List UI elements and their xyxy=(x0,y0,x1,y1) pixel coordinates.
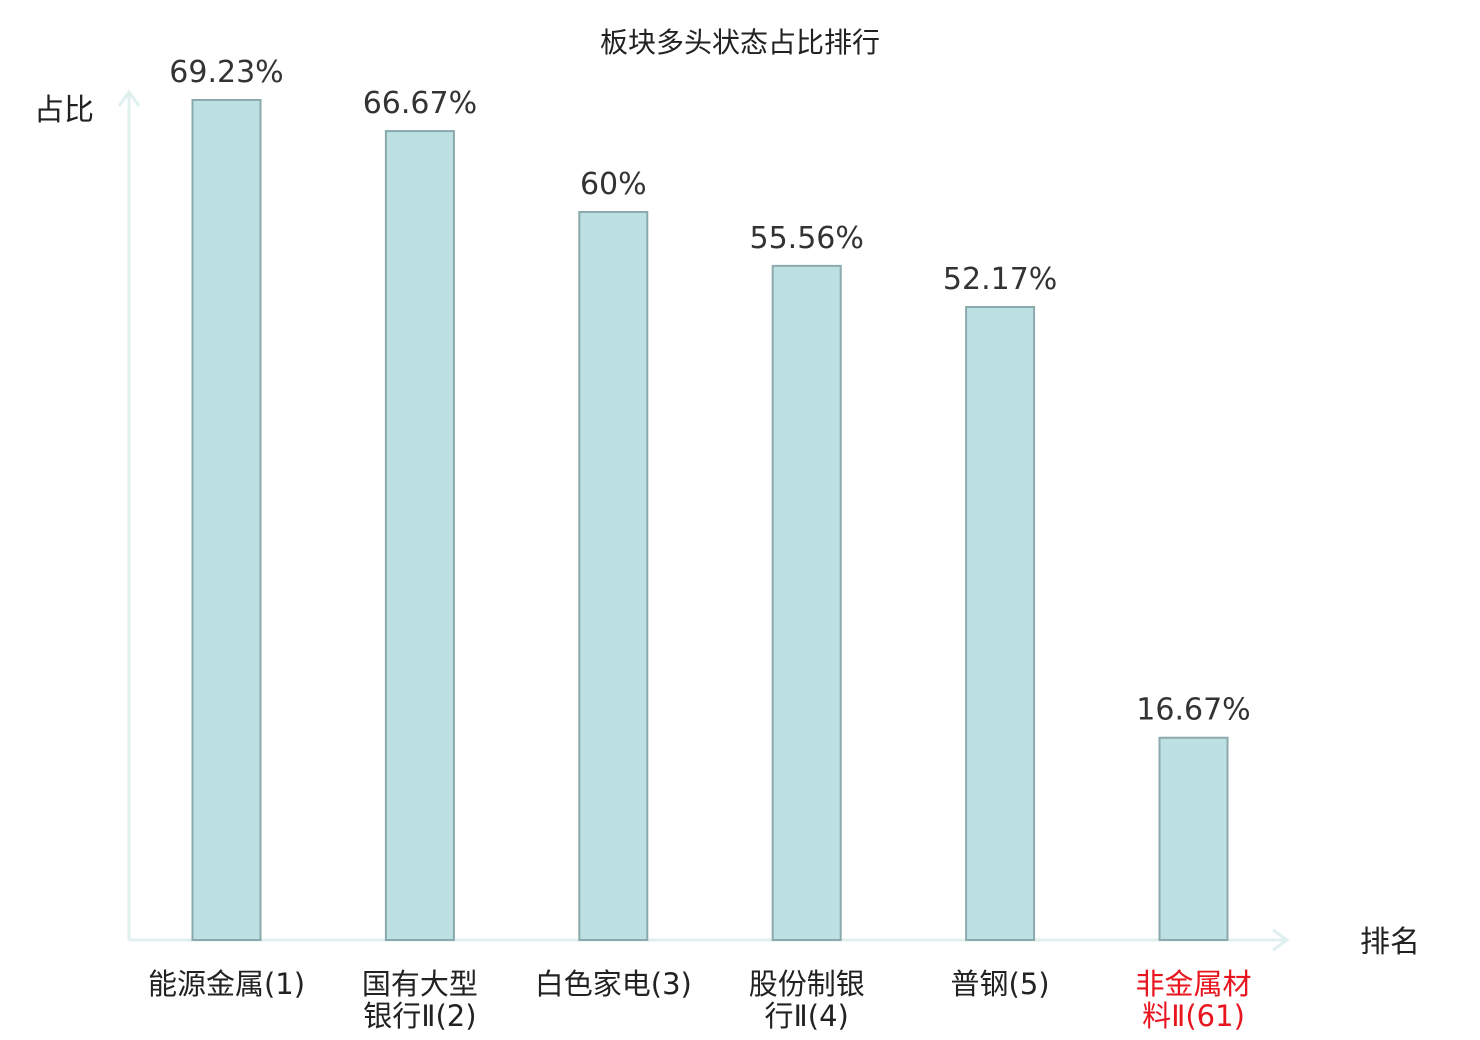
category-label-4: 股份制银行Ⅱ(4) xyxy=(749,967,865,1033)
value-label-1: 69.23% xyxy=(169,55,283,90)
category-label-line: 白色家电(3) xyxy=(535,967,692,1001)
category-label-line: 国有大型 xyxy=(362,967,478,1001)
bar-1 xyxy=(191,99,262,941)
bar-2 xyxy=(384,130,455,941)
category-label-line: 银行Ⅱ(2) xyxy=(363,999,476,1033)
category-label-line: 非金属材 xyxy=(1135,967,1251,1001)
value-label-2: 66.67% xyxy=(363,86,477,121)
bar-3 xyxy=(578,210,649,942)
x-axis xyxy=(129,928,1290,952)
value-labels-group: 69.23% 66.67% 60% 55.56% 52.17% 16.67% xyxy=(169,55,1250,728)
category-label-2: 国有大型银行Ⅱ(2) xyxy=(362,967,478,1033)
y-axis-label: 占比 xyxy=(34,93,94,128)
bar-6 xyxy=(1158,736,1229,942)
value-label-6: 16.67% xyxy=(1136,693,1250,728)
category-label-line: 股份制银 xyxy=(749,967,865,1001)
x-axis-label: 排名 xyxy=(1360,925,1420,960)
category-label-5: 普钢(5) xyxy=(951,967,1050,1001)
bar-4 xyxy=(771,264,842,941)
bars-group xyxy=(191,99,1229,942)
value-label-4: 55.56% xyxy=(750,221,864,256)
x-axis-arrow xyxy=(1272,928,1290,952)
category-label-6: 非金属材料Ⅱ(61) xyxy=(1135,967,1251,1033)
category-labels-group: 能源金属(1) 国有大型银行Ⅱ(2) 白色家电(3) 股份制银行Ⅱ(4) 普钢(5) 非金… xyxy=(148,967,1252,1033)
category-label-line: 能源金属(1) xyxy=(148,967,305,1001)
category-label-line: 普钢(5) xyxy=(951,967,1050,1001)
chart-title: 板块多头状态占比排行 xyxy=(600,26,880,59)
category-label-line: 行Ⅱ(4) xyxy=(765,999,849,1033)
bar-5 xyxy=(965,305,1036,942)
category-label-line: 料Ⅱ(61) xyxy=(1142,999,1245,1033)
y-axis-arrow xyxy=(117,89,141,107)
value-label-5: 52.17% xyxy=(943,262,1057,297)
value-label-3: 60% xyxy=(580,167,647,202)
category-label-1: 能源金属(1) xyxy=(148,967,305,1001)
category-label-3: 白色家电(3) xyxy=(535,967,692,1001)
y-axis xyxy=(117,89,141,940)
